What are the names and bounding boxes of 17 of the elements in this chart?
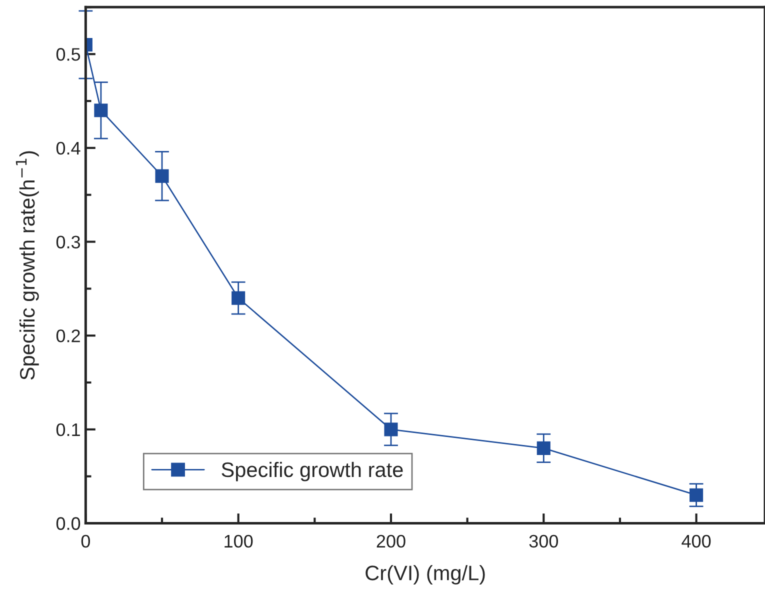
y-tick-label: 0.3 (56, 236, 80, 248)
x-axis-title: Cr(VI) (mg/L) (366, 565, 485, 584)
x-tick-label: 400 (682, 534, 711, 548)
x-tick-label: 300 (529, 534, 558, 548)
legend-label: Specific growth rate (222, 462, 403, 482)
x-tick-label: 200 (376, 534, 406, 548)
y-tick-label: 0.1 (56, 423, 80, 436)
y-tick-label: 0.0 (56, 517, 80, 530)
point (155, 169, 169, 183)
y-tick-label: 0.4 (56, 142, 80, 155)
y-axis-title: Specific growth rate(h$^{−1}$) (16, 151, 39, 380)
y-tick-label: 0.2 (56, 330, 80, 342)
point (384, 422, 398, 436)
x-tick-label: 100 (224, 534, 253, 548)
y-tick-label: 0.5 (56, 48, 80, 61)
x-tick-label: 0 (81, 534, 90, 548)
point (94, 104, 108, 118)
